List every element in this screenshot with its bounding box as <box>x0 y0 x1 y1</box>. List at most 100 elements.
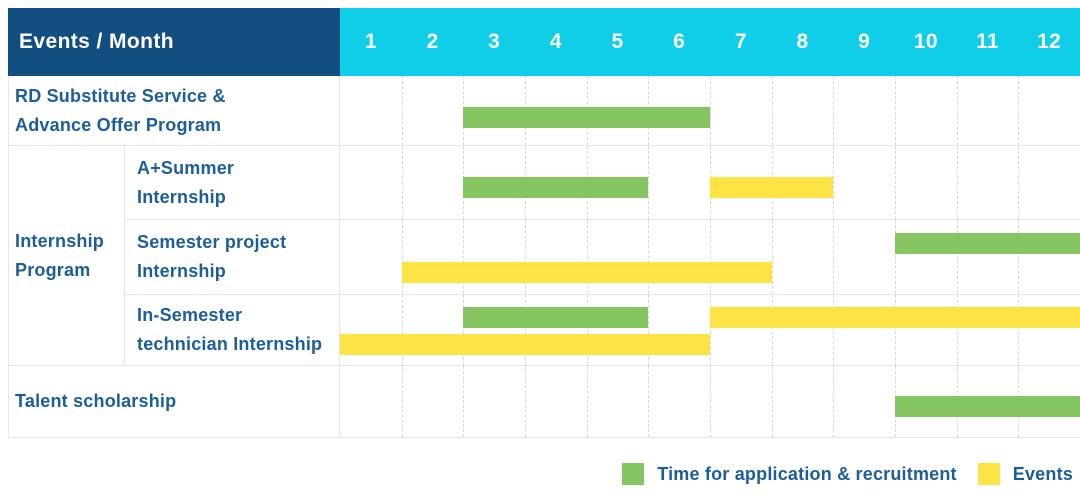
row-label-talent-scholarship: Talent scholarship <box>8 366 340 437</box>
month-gridline <box>833 366 835 437</box>
month-label-7: 7 <box>734 30 747 53</box>
month-gridline <box>771 366 773 437</box>
month-gridline <box>648 366 650 437</box>
month-gridline <box>401 146 403 219</box>
row-label-semester-project-internship: Semester project Internship <box>125 220 340 294</box>
group-label-internship-program: Internship Program <box>8 146 125 365</box>
table-row-talent-scholarship: Talent scholarship <box>8 366 1080 438</box>
month-gridline <box>710 220 711 294</box>
label-line: Advance Offer Program <box>15 114 222 135</box>
month-gridline <box>771 220 773 294</box>
month-gridline <box>463 366 465 437</box>
bar-events-m7-to-m12 <box>710 307 1080 328</box>
month-gridline <box>710 366 711 437</box>
month-gridline <box>833 146 835 219</box>
table-row-in-semester-technician-internship: In-Semester technician Internship <box>125 295 1080 365</box>
label-line: A+Summer <box>137 157 235 178</box>
row-label-a-summer-internship: A+Summer Internship <box>125 146 340 219</box>
month-gridline <box>1018 76 1020 145</box>
legend-recruitment-label: Time for application & recruitment <box>657 463 957 484</box>
month-label-8: 8 <box>796 30 809 53</box>
bar-recruitment-m10-to-m12 <box>895 233 1080 254</box>
month-gridline <box>648 146 650 219</box>
month-gridline <box>1018 220 1020 294</box>
month-gridline <box>895 76 896 145</box>
month-gridline <box>710 76 711 145</box>
events-month-header: Events / Month <box>8 8 340 76</box>
month-gridline <box>710 295 711 365</box>
month-gridline <box>401 76 403 145</box>
month-label-3: 3 <box>488 30 501 53</box>
month-gridline <box>771 76 773 145</box>
group-subrows: A+Summer Internship Semester project Intern… <box>125 146 1080 365</box>
month-gridline <box>833 220 835 294</box>
schedule-table: Events / Month 1 2 3 4 5 6 7 8 9 10 11 12 RD Substi… <box>8 8 1080 438</box>
month-gridline <box>401 295 403 365</box>
month-label-5: 5 <box>611 30 624 53</box>
month-label-11: 11 <box>976 30 999 53</box>
month-gridline <box>586 220 588 294</box>
table-row-a-summer-internship: A+Summer Internship <box>125 146 1080 220</box>
legend: Time for application & recruitment Event… <box>622 458 1073 490</box>
row-label-rd-substitute-service-advance-offer-program: RD Substitute Service & Advance Offer Pro… <box>8 76 340 145</box>
month-gridline <box>956 220 958 294</box>
group-internship-program: Internship Program A+Summer Internship Semes… <box>8 146 1080 366</box>
label-line: Talent scholarship <box>15 391 177 411</box>
month-gridline <box>525 366 526 437</box>
chart-cell-talent-scholarship <box>340 366 1080 437</box>
bar-events-m7-to-m8 <box>710 177 834 198</box>
chart-cell-semester-project-internship <box>340 220 1080 294</box>
label-line: Program <box>15 259 91 280</box>
table-body: RD Substitute Service & Advance Offer Pro… <box>8 76 1080 438</box>
month-gridline <box>956 295 958 365</box>
month-label-2: 2 <box>426 30 439 53</box>
legend-events-label: Events <box>1012 463 1073 484</box>
month-gridline <box>771 295 773 365</box>
month-label-4: 4 <box>549 30 562 53</box>
label-line: RD Substitute Service & <box>15 85 226 106</box>
month-gridline <box>525 220 526 294</box>
month-gridline <box>833 76 835 145</box>
month-gridline <box>956 146 958 219</box>
label-line: Semester project <box>137 232 287 252</box>
bar-recruitment-m3-to-m5 <box>463 307 649 328</box>
month-gridline <box>401 366 403 437</box>
month-gridline <box>463 220 465 294</box>
chart-cell-in-semester-technician-internship <box>340 295 1080 365</box>
label-line: technician Internship <box>137 334 323 354</box>
header-row: Events / Month 1 2 3 4 5 6 7 8 9 10 11 12 <box>8 8 1080 76</box>
bar-recruitment-m3-to-m5 <box>463 177 649 198</box>
month-gridline <box>833 295 835 365</box>
month-gridline <box>586 366 588 437</box>
bar-recruitment-m10-to-m12 <box>895 396 1080 417</box>
chart-cell-rd-substitute-service-advance-offer-program <box>340 76 1080 145</box>
chart-cell-a-summer-internship <box>340 146 1080 219</box>
month-gridline <box>1018 295 1020 365</box>
month-header: 1 2 3 4 5 6 7 8 9 10 11 12 <box>340 8 1080 76</box>
row-label-in-semester-technician-internship: In-Semester technician Internship <box>125 295 340 365</box>
month-label-10: 10 <box>913 30 938 53</box>
month-label-1: 1 <box>364 30 377 53</box>
month-gridline <box>648 220 650 294</box>
month-gridline <box>525 295 526 365</box>
month-label-9: 9 <box>858 30 871 53</box>
label-line: Internship <box>15 230 105 251</box>
month-gridline <box>648 295 650 365</box>
month-label-6: 6 <box>673 30 686 53</box>
label-line: Internship <box>137 186 227 207</box>
month-label-12: 12 <box>1037 30 1062 53</box>
month-gridline <box>586 295 588 365</box>
legend-events-swatch <box>977 463 1000 485</box>
month-gridline <box>401 220 403 294</box>
month-gridline <box>956 76 958 145</box>
month-gridline <box>463 295 465 365</box>
bar-events-m1-to-m6 <box>340 334 710 355</box>
table-row-semester-project-internship: Semester project Internship <box>125 220 1080 295</box>
label-line: In-Semester <box>137 305 243 325</box>
month-gridline <box>895 220 896 294</box>
month-gridline <box>1018 146 1020 219</box>
label-line: Internship <box>137 261 227 281</box>
bar-events-m2-to-m7 <box>401 262 772 283</box>
month-gridline <box>895 146 896 219</box>
